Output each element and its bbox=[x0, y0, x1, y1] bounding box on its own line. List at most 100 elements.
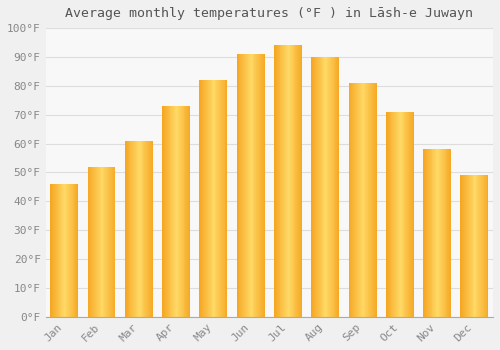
Bar bbox=[262, 54, 263, 317]
Bar bbox=[328, 57, 329, 317]
Bar bbox=[218, 80, 219, 317]
Bar bbox=[254, 54, 256, 317]
Bar bbox=[112, 167, 114, 317]
Bar bbox=[464, 175, 465, 317]
Bar bbox=[317, 57, 318, 317]
Bar bbox=[128, 141, 130, 317]
Bar bbox=[290, 46, 292, 317]
Bar bbox=[332, 57, 334, 317]
Bar bbox=[374, 83, 376, 317]
Bar bbox=[95, 167, 96, 317]
Bar bbox=[482, 175, 483, 317]
Bar bbox=[100, 167, 102, 317]
Bar bbox=[163, 106, 164, 317]
Bar bbox=[108, 167, 109, 317]
Bar bbox=[221, 80, 222, 317]
Bar bbox=[406, 112, 408, 317]
Bar bbox=[477, 175, 478, 317]
Bar bbox=[202, 80, 203, 317]
Bar bbox=[246, 54, 247, 317]
Bar bbox=[397, 112, 398, 317]
Bar bbox=[98, 167, 100, 317]
Bar bbox=[245, 54, 246, 317]
Bar bbox=[236, 54, 238, 317]
Bar bbox=[139, 141, 140, 317]
Bar bbox=[177, 106, 178, 317]
Bar bbox=[437, 149, 438, 317]
Bar bbox=[106, 167, 107, 317]
Bar bbox=[286, 46, 287, 317]
Bar bbox=[242, 54, 243, 317]
Bar bbox=[484, 175, 486, 317]
Bar bbox=[257, 54, 258, 317]
Bar bbox=[69, 184, 70, 317]
Bar bbox=[263, 54, 264, 317]
Bar bbox=[276, 46, 277, 317]
Bar bbox=[398, 112, 399, 317]
Bar bbox=[104, 167, 105, 317]
Bar bbox=[149, 141, 150, 317]
Bar bbox=[360, 83, 362, 317]
Bar bbox=[102, 167, 104, 317]
Bar bbox=[462, 175, 463, 317]
Bar bbox=[478, 175, 479, 317]
Bar bbox=[54, 184, 55, 317]
Bar bbox=[465, 175, 466, 317]
Bar bbox=[396, 112, 397, 317]
Bar bbox=[354, 83, 355, 317]
Bar bbox=[436, 149, 437, 317]
Bar bbox=[222, 80, 224, 317]
Bar bbox=[178, 106, 179, 317]
Bar bbox=[442, 149, 444, 317]
Bar bbox=[66, 184, 67, 317]
Bar bbox=[172, 106, 174, 317]
Bar bbox=[409, 112, 410, 317]
Bar bbox=[289, 46, 290, 317]
Bar bbox=[408, 112, 409, 317]
Bar bbox=[93, 167, 94, 317]
Bar bbox=[261, 54, 262, 317]
Bar bbox=[395, 112, 396, 317]
Bar bbox=[274, 46, 275, 317]
Bar bbox=[256, 54, 257, 317]
Bar bbox=[126, 141, 128, 317]
Bar bbox=[67, 184, 68, 317]
Bar bbox=[441, 149, 442, 317]
Bar bbox=[322, 57, 324, 317]
Bar bbox=[50, 184, 51, 317]
Bar bbox=[244, 54, 245, 317]
Bar bbox=[357, 83, 358, 317]
Bar bbox=[275, 46, 276, 317]
Bar bbox=[135, 141, 136, 317]
Bar bbox=[62, 184, 64, 317]
Bar bbox=[312, 57, 313, 317]
Bar bbox=[147, 141, 148, 317]
Bar bbox=[76, 184, 78, 317]
Bar bbox=[369, 83, 370, 317]
Bar bbox=[370, 83, 371, 317]
Bar bbox=[55, 184, 56, 317]
Bar bbox=[334, 57, 336, 317]
Bar bbox=[353, 83, 354, 317]
Bar bbox=[58, 184, 59, 317]
Bar bbox=[330, 57, 331, 317]
Bar bbox=[463, 175, 464, 317]
Bar bbox=[110, 167, 111, 317]
Bar bbox=[174, 106, 175, 317]
Bar bbox=[388, 112, 390, 317]
Bar bbox=[386, 112, 387, 317]
Bar bbox=[186, 106, 188, 317]
Bar bbox=[285, 46, 286, 317]
Bar bbox=[368, 83, 369, 317]
Bar bbox=[184, 106, 186, 317]
Bar bbox=[315, 57, 316, 317]
Bar bbox=[142, 141, 144, 317]
Bar bbox=[320, 57, 322, 317]
Bar bbox=[146, 141, 147, 317]
Bar bbox=[166, 106, 167, 317]
Bar bbox=[401, 112, 402, 317]
Bar bbox=[56, 184, 58, 317]
Bar bbox=[411, 112, 412, 317]
Bar bbox=[480, 175, 481, 317]
Bar bbox=[277, 46, 278, 317]
